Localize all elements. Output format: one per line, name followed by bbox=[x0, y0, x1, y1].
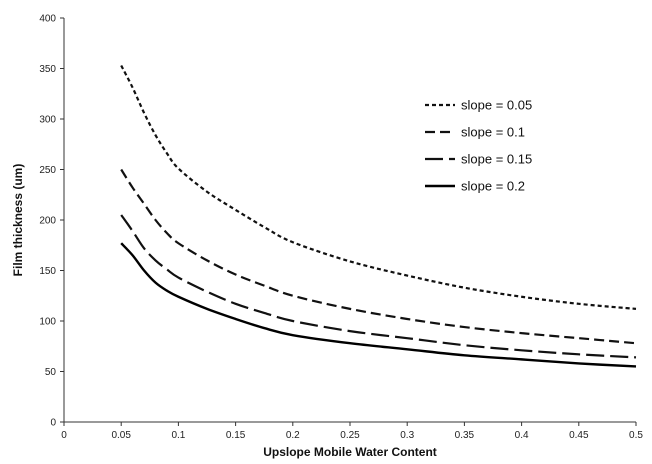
y-tick-label: 300 bbox=[39, 115, 56, 126]
legend-label-1: slope = 0.05 bbox=[461, 98, 532, 113]
y-tick-label: 350 bbox=[39, 64, 56, 75]
x-ticks: 0 0.05 0.1 0.15 0.2 0.25 0.3 0.35 0.4 0.45 0.5 bbox=[61, 422, 643, 441]
series-line-1 bbox=[120, 64, 637, 310]
x-tick-label: 0.4 bbox=[515, 430, 529, 441]
x-axis-title: Upslope Mobile Water Content bbox=[263, 445, 437, 459]
x-tick-label: 0.45 bbox=[569, 430, 589, 441]
y-tick-label: 400 bbox=[39, 14, 56, 25]
y-tick-label: 250 bbox=[39, 165, 56, 176]
series-lines bbox=[120, 64, 637, 368]
y-tick-label: 150 bbox=[39, 266, 56, 277]
y-tick-label: 200 bbox=[39, 216, 56, 227]
x-tick-label: 0.35 bbox=[455, 430, 475, 441]
y-axis-title: Film thickness (um) bbox=[11, 164, 25, 277]
legend-label-2: slope = 0.1 bbox=[461, 125, 525, 140]
x-tick-label: 0.5 bbox=[629, 430, 643, 441]
legend-label-3: slope = 0.15 bbox=[461, 152, 532, 167]
series-line-4 bbox=[120, 242, 637, 368]
y-tick-label: 50 bbox=[45, 367, 57, 378]
y-tick-label: 100 bbox=[39, 317, 56, 328]
series-line-2 bbox=[120, 168, 637, 345]
x-tick-label: 0.1 bbox=[171, 430, 185, 441]
x-tick-label: 0 bbox=[61, 430, 67, 441]
series-line-3 bbox=[120, 214, 637, 359]
y-tick-label: 0 bbox=[50, 418, 56, 429]
y-ticks: 0 50 100 150 200 250 300 350 400 bbox=[39, 14, 64, 429]
x-tick-label: 0.2 bbox=[286, 430, 300, 441]
x-tick-label: 0.25 bbox=[340, 430, 360, 441]
legend: slope = 0.05 slope = 0.1 slope = 0.15 slope… bbox=[425, 98, 532, 194]
x-tick-label: 0.15 bbox=[226, 430, 246, 441]
legend-label-4: slope = 0.2 bbox=[461, 179, 525, 194]
x-tick-label: 0.05 bbox=[111, 430, 131, 441]
x-tick-label: 0.3 bbox=[400, 430, 414, 441]
